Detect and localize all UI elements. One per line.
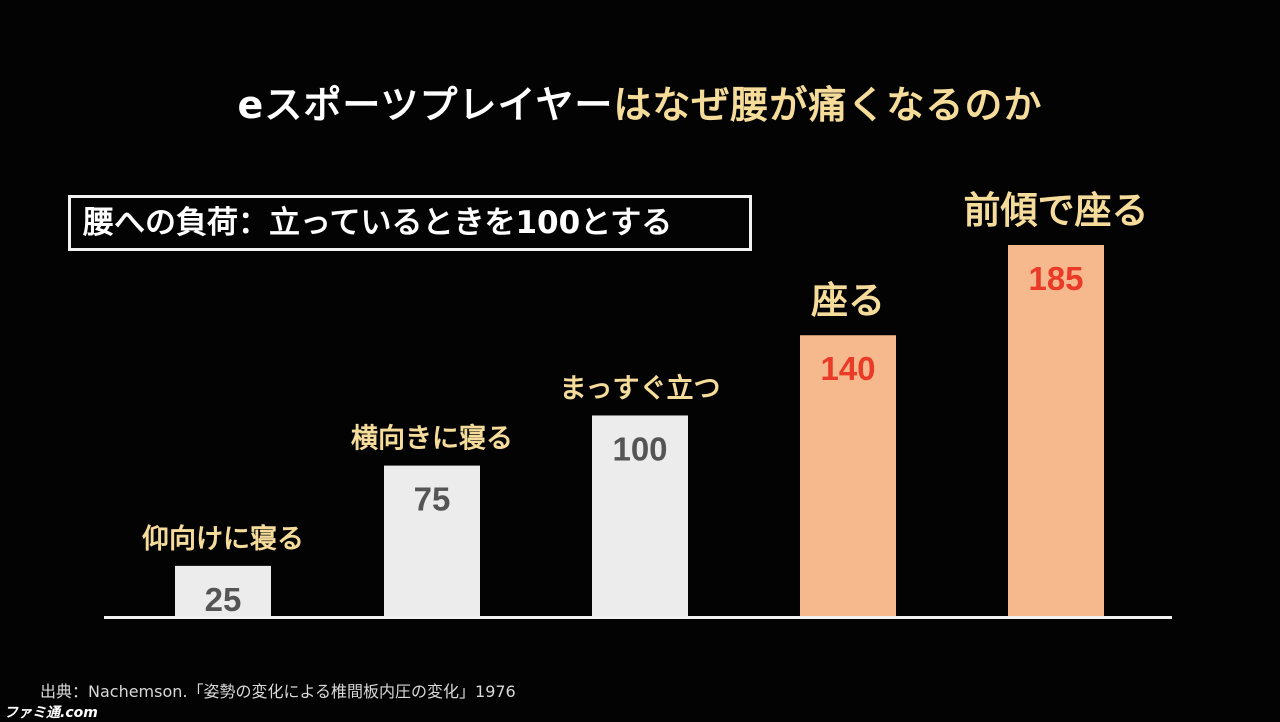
chart-baseline: [104, 616, 1172, 619]
category-label-0: 仰向けに寝る: [142, 523, 304, 555]
bar-value-label-3: 140: [820, 350, 875, 387]
bar-4: [1008, 245, 1104, 616]
category-label-3: 座る: [811, 279, 885, 322]
bar-1: [384, 465, 480, 616]
bar-value-label-0: 25: [205, 581, 242, 618]
title-part-2: はなぜ腰が痛くなるのか: [613, 83, 1043, 127]
bar-3: [800, 335, 896, 616]
baseline-note-box: 腰への負荷：立っているときを100とする: [68, 195, 752, 251]
category-label-2: まっすぐ立つ: [560, 372, 721, 404]
bar-value-label-1: 75: [414, 481, 451, 518]
bar-value-label-2: 100: [612, 430, 667, 467]
watermark-logo: ファミ通.com: [4, 705, 98, 721]
bar-0: [175, 565, 271, 616]
category-label-1: 横向きに寝る: [351, 423, 513, 455]
title-part-1: eスポーツプレイヤー: [237, 83, 614, 127]
category-label-4: 前傾で座る: [964, 189, 1149, 232]
slide-title: eスポーツプレイヤーはなぜ腰が痛くなるのか: [0, 74, 1280, 129]
bar-value-label-4: 185: [1028, 260, 1083, 297]
bar-2: [592, 415, 688, 616]
source-citation: 出典：Nachemson.「姿勢の変化による椎間板内圧の変化」1976: [40, 682, 516, 701]
